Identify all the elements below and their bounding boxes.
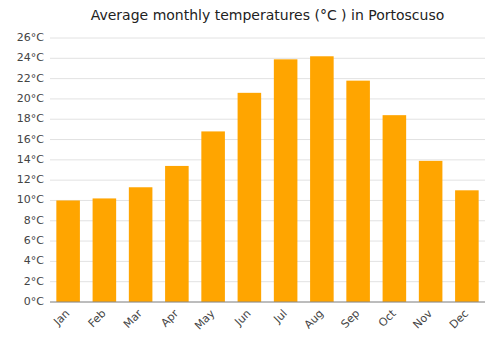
x-tick-label: Jul <box>271 307 290 326</box>
x-tick-label: Nov <box>410 307 435 332</box>
y-tick-label: 8°C <box>24 214 44 227</box>
y-tick-label: 12°C <box>17 173 44 186</box>
grid-line <box>50 78 485 79</box>
x-tick-label: Aug <box>302 307 326 331</box>
bar <box>383 115 407 302</box>
y-axis: 0°C 2°C 4°C 6°C 8°C 10°C 12°C 14°C 16°C 18°C 20°C 2… <box>17 31 44 308</box>
bar <box>310 56 334 302</box>
y-tick-label: 0°C <box>24 295 44 308</box>
bar <box>455 190 479 302</box>
chart-svg: 0°C 2°C 4°C 6°C 8°C 10°C 12°C 14°C 16°C 18°C 20°C 2… <box>0 0 500 350</box>
bar <box>346 81 370 302</box>
x-tick-label: Jun <box>232 307 254 329</box>
grid-line <box>50 119 485 120</box>
bar <box>93 198 117 302</box>
grid <box>50 38 485 302</box>
bar <box>274 59 298 302</box>
y-tick-label: 22°C <box>17 72 44 85</box>
x-axis: Jan Feb Mar Apr May Jun Jul Aug Sep Oct Nov Dec <box>50 302 485 332</box>
bar <box>201 131 225 302</box>
title: Average monthly temperatures (°C ) in Po… <box>91 7 445 23</box>
grid-line <box>50 302 485 303</box>
x-tick-label: Mar <box>121 307 145 331</box>
y-tick-label: 16°C <box>17 133 44 146</box>
bar <box>56 200 80 302</box>
y-tick-label: 4°C <box>24 254 44 267</box>
bar <box>238 93 262 302</box>
bar <box>419 161 443 302</box>
y-tick-label: 6°C <box>24 234 44 247</box>
x-tick-label: Oct <box>376 307 399 330</box>
grid-line <box>50 38 485 39</box>
y-tick-label: 24°C <box>17 51 44 64</box>
chart-container: 0°C 2°C 4°C 6°C 8°C 10°C 12°C 14°C 16°C 18°C 20°C 2… <box>0 0 500 350</box>
y-tick-label: 20°C <box>17 92 44 105</box>
grid-line <box>50 98 485 99</box>
y-tick-label: 10°C <box>17 193 44 206</box>
x-tick-label: Sep <box>339 307 363 331</box>
y-tick-label: 2°C <box>24 275 44 288</box>
grid-line <box>50 139 485 140</box>
y-tick-label: 26°C <box>17 31 44 44</box>
bars <box>56 56 478 302</box>
x-tick-label: Feb <box>86 307 109 330</box>
grid-line <box>50 159 485 160</box>
x-axis-line <box>50 302 485 303</box>
x-tick-label: Apr <box>158 307 181 330</box>
bar <box>129 187 153 302</box>
y-tick-label: 14°C <box>17 153 44 166</box>
x-tick-label: Jan <box>50 307 72 329</box>
bar <box>165 166 189 302</box>
x-tick-label: Dec <box>447 307 471 331</box>
x-tick-label: May <box>192 307 218 333</box>
y-tick-label: 18°C <box>17 112 44 125</box>
grid-line <box>50 58 485 59</box>
